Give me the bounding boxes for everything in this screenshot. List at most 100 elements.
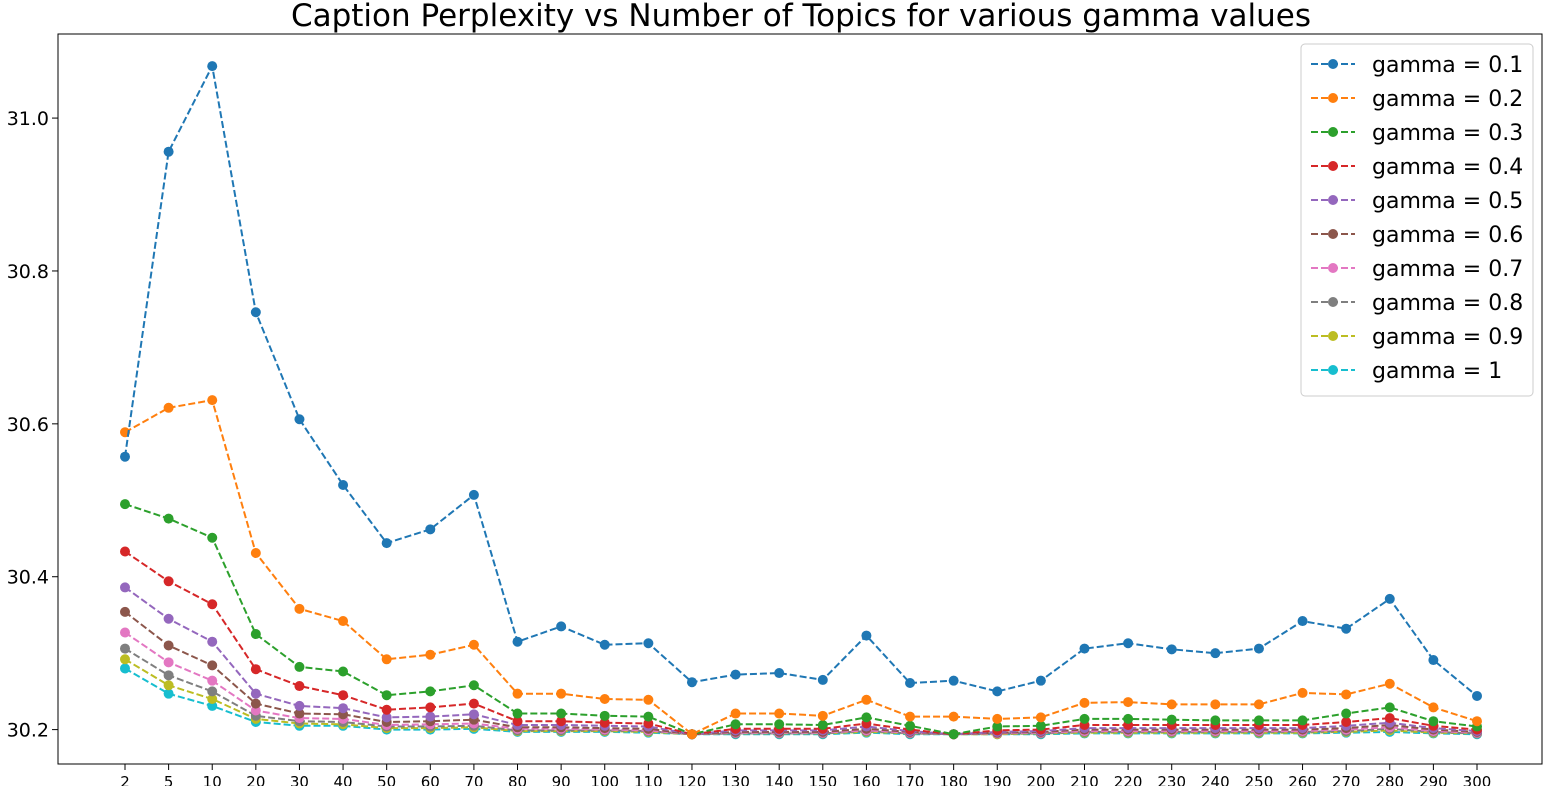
data-point: [294, 700, 305, 711]
data-point: [468, 709, 479, 720]
data-point: [338, 690, 349, 701]
data-point: [425, 524, 436, 535]
legend-label: gamma = 0.6: [1372, 223, 1523, 248]
data-point: [1341, 708, 1352, 719]
data-point: [556, 688, 567, 699]
series-3: [120, 499, 1482, 740]
data-point: [250, 307, 261, 318]
data-point: [120, 663, 130, 674]
data-point: [643, 694, 654, 705]
legend-swatch-marker: [1328, 331, 1338, 341]
data-point: [338, 479, 349, 490]
x-tick-label: 180: [939, 773, 968, 786]
legend: gamma = 0.1 gamma = 0.2 gamma = 0.3 gamma =…: [1300, 43, 1534, 397]
x-tick-label: 150: [808, 773, 837, 786]
data-point: [338, 703, 349, 714]
data-point: [163, 657, 174, 668]
data-point: [120, 546, 130, 557]
series-line: [124, 398, 1478, 736]
x-tick-label: 120: [678, 773, 707, 786]
data-point: [948, 711, 959, 722]
data-point: [643, 638, 654, 649]
legend-label: gamma = 0.9: [1372, 325, 1523, 350]
x-axis: 2 5 10 20 30 40 50 60 70 80 90 100 110 120 130 140 150 16…: [120, 764, 1491, 786]
x-tick-label: 20: [246, 773, 265, 786]
x-tick-label: 160: [852, 773, 881, 786]
x-tick-label: 300: [1463, 773, 1492, 786]
data-point: [686, 677, 697, 688]
data-point: [250, 705, 261, 716]
data-point: [1253, 643, 1264, 654]
data-point: [1166, 644, 1177, 655]
x-tick-label: 80: [508, 773, 527, 786]
data-point: [1384, 593, 1395, 604]
legend-label: gamma = 0.1: [1372, 53, 1523, 78]
data-point: [468, 698, 479, 709]
data-point: [905, 711, 916, 722]
series-line: [124, 667, 1478, 736]
legend-label: gamma = 1: [1372, 359, 1502, 384]
data-point: [468, 489, 479, 500]
data-point: [1472, 690, 1482, 701]
x-tick-label: 140: [765, 773, 794, 786]
data-point: [1297, 616, 1308, 627]
data-point: [120, 627, 130, 638]
data-point: [730, 719, 741, 730]
data-point: [817, 710, 828, 721]
legend-swatch-marker: [1328, 229, 1338, 239]
data-point: [556, 716, 567, 727]
legend-entry: gamma = 0.5: [1311, 189, 1523, 214]
x-tick-label: 2: [120, 773, 130, 786]
data-point: [294, 414, 305, 425]
data-point: [992, 713, 1003, 724]
data-point: [861, 630, 872, 641]
chart-title: Caption Perplexity vs Number of Topics f…: [291, 0, 1311, 34]
data-point: [861, 712, 872, 723]
data-point: [425, 702, 436, 713]
data-point: [338, 616, 349, 627]
data-point: [163, 613, 174, 624]
data-point: [1472, 716, 1482, 727]
x-tick-label: 10: [203, 773, 222, 786]
y-tick-label: 30.2: [7, 720, 49, 742]
data-point: [905, 677, 916, 688]
data-point: [207, 700, 218, 711]
data-point: [207, 686, 218, 697]
plot-area-frame: [57, 33, 1543, 765]
legend-label: gamma = 0.3: [1372, 121, 1523, 146]
data-point: [120, 582, 130, 593]
x-tick-label: 200: [1027, 773, 1056, 786]
data-point: [207, 636, 218, 647]
data-point: [468, 639, 479, 650]
data-point: [1428, 702, 1439, 713]
data-point: [468, 680, 479, 691]
x-tick-label: 40: [334, 773, 353, 786]
legend-swatch-marker: [1328, 127, 1338, 137]
data-point: [425, 711, 436, 722]
data-point: [120, 499, 130, 510]
data-point: [730, 669, 741, 680]
data-point: [1035, 675, 1046, 686]
x-tick-label: 100: [590, 773, 619, 786]
x-tick-label: 60: [421, 773, 440, 786]
legend-swatch-marker: [1328, 93, 1338, 103]
data-point: [163, 670, 174, 681]
x-tick-label: 130: [721, 773, 750, 786]
series-2: [120, 395, 1482, 740]
data-point: [992, 721, 1003, 732]
data-point: [1123, 713, 1134, 724]
data-point: [207, 61, 218, 72]
legend-swatch-marker: [1328, 59, 1338, 69]
x-tick-label: 50: [377, 773, 396, 786]
x-tick-label: 270: [1332, 773, 1361, 786]
legend-swatch-marker: [1328, 195, 1338, 205]
data-point: [1253, 715, 1264, 726]
x-tick-label: 260: [1288, 773, 1317, 786]
x-tick-label: 110: [634, 773, 663, 786]
x-tick-label: 230: [1157, 773, 1186, 786]
series-line: [124, 586, 1478, 736]
data-point: [1079, 713, 1090, 724]
data-point: [686, 729, 697, 740]
data-point: [163, 680, 174, 691]
